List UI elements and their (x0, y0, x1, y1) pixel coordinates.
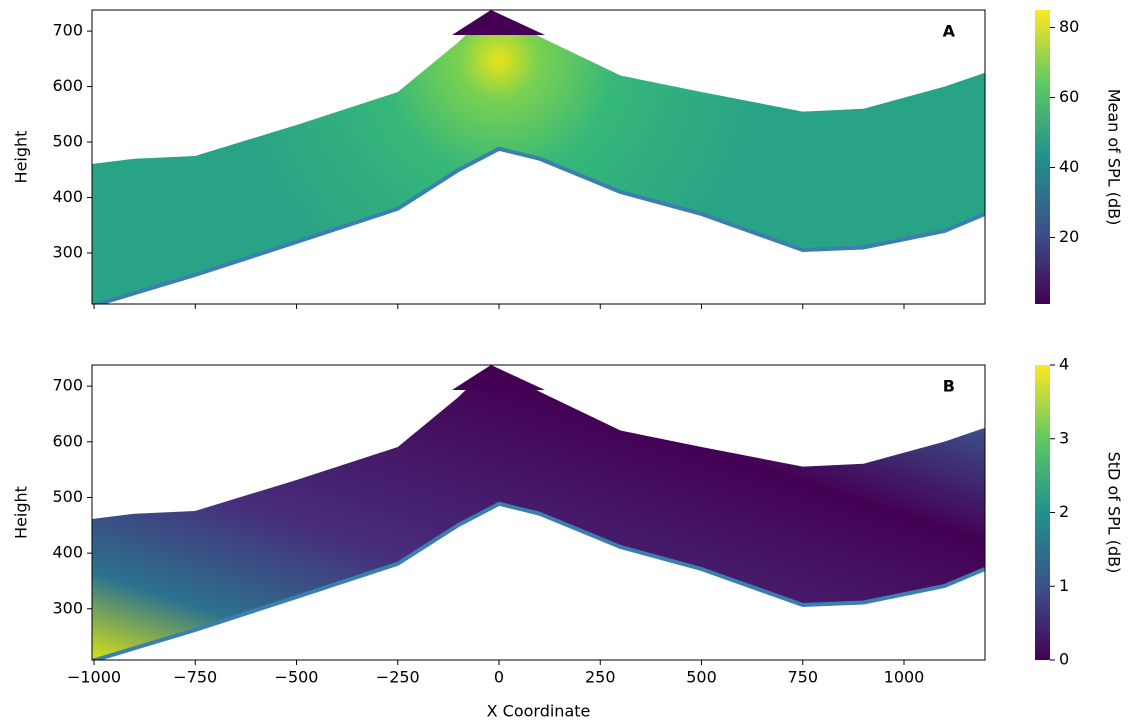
colorbar-tick-label: 80 (1059, 17, 1079, 36)
y-tick-label: 600 (52, 431, 83, 450)
y-tick-label: 400 (52, 543, 83, 562)
x-tick-label: −250 (376, 668, 420, 687)
colorbar-tick-label: 2 (1059, 502, 1069, 521)
y-tick-label: 300 (52, 598, 83, 617)
x-tick-label: −1000 (67, 668, 121, 687)
x-tick-label: −750 (173, 668, 217, 687)
field-a (92, 10, 985, 304)
colorbar-tick-label: 20 (1059, 227, 1079, 246)
y-tick-label: 700 (52, 376, 83, 395)
x-axis-label: X Coordinate (487, 702, 591, 721)
y-tick-label: 500 (52, 487, 83, 506)
y-tick-label: 600 (52, 76, 83, 95)
x-tick-label: 750 (787, 668, 818, 687)
colorbar-label: StD of SPL (dB) (1105, 452, 1124, 574)
y-tick-label: 400 (52, 187, 83, 206)
colorbar-tick-label: 1 (1059, 576, 1069, 595)
y-tick-label: 500 (52, 132, 83, 151)
colorbar (1035, 365, 1050, 660)
colorbar (1035, 10, 1050, 304)
axes-frame (91, 364, 986, 661)
y-tick-label: 700 (52, 21, 83, 40)
colorbar-tick-label: 60 (1059, 87, 1079, 106)
axes-frame (91, 9, 986, 305)
y-axis-label: Height (12, 131, 31, 184)
x-tick-label: −500 (275, 668, 319, 687)
colorbar-tick-label: 0 (1059, 650, 1069, 669)
y-tick-label: 300 (52, 242, 83, 261)
field-b (92, 365, 985, 660)
y-axis-label: Height (12, 486, 31, 539)
x-tick-label: 1000 (884, 668, 925, 687)
colorbar-label: Mean of SPL (dB) (1105, 89, 1124, 226)
colorbar-tick-label: 3 (1059, 428, 1069, 447)
colorbar-tick-label: 40 (1059, 157, 1079, 176)
panel-label: B (943, 377, 955, 396)
x-tick-label: 250 (585, 668, 616, 687)
x-tick-label: 0 (494, 668, 504, 687)
panel-label: A (943, 22, 956, 41)
colorbar-tick-label: 4 (1059, 355, 1069, 374)
x-tick-label: 500 (686, 668, 717, 687)
